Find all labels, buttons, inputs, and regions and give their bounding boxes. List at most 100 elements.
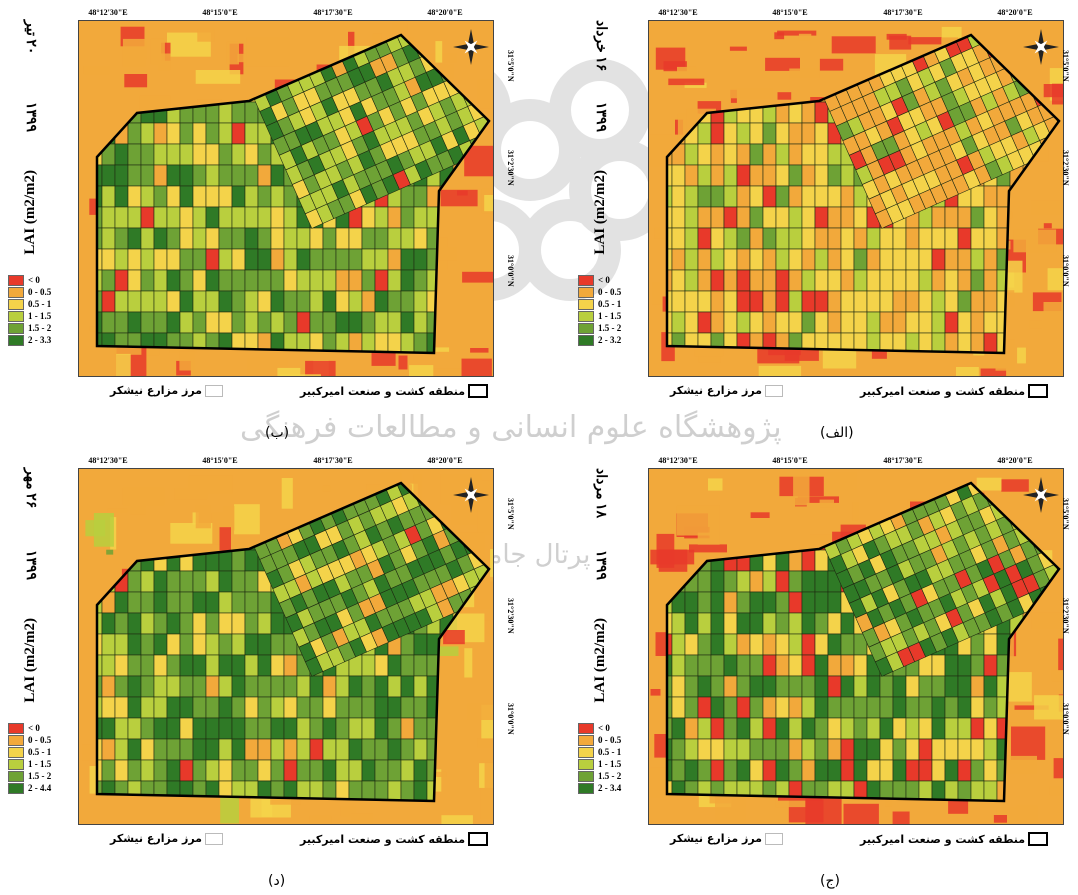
farm-field xyxy=(801,143,816,166)
farm-field xyxy=(931,248,946,271)
farm-field xyxy=(400,269,415,292)
farm-field xyxy=(723,269,738,292)
farm-field xyxy=(801,675,816,698)
farm-field xyxy=(736,738,751,761)
farm-field xyxy=(879,675,894,698)
legend-swatch xyxy=(578,722,594,734)
background-patch xyxy=(1031,200,1062,215)
legend-row: 1 - 1.5 xyxy=(578,758,621,770)
farm-field xyxy=(827,248,842,271)
farm-field xyxy=(801,738,816,761)
farm-field xyxy=(114,675,129,698)
legend-label: 1.5 - 2 xyxy=(28,323,52,333)
farm-field xyxy=(218,570,233,593)
farm-field xyxy=(270,269,285,292)
farm-field xyxy=(348,696,363,719)
farm-field xyxy=(400,696,415,719)
legend-row: 2 - 3.4 xyxy=(578,782,621,794)
farm-field xyxy=(697,311,712,334)
farm-field xyxy=(140,164,155,187)
farm-field xyxy=(218,143,233,166)
background-patch xyxy=(668,78,705,86)
lat-tick: 31°2'30"N xyxy=(506,150,515,186)
legend-row: 0 - 0.5 xyxy=(578,286,621,298)
background-patch xyxy=(650,549,695,565)
farm-field xyxy=(296,269,311,292)
farm-field xyxy=(153,164,168,187)
farm-field xyxy=(179,269,194,292)
farm-field xyxy=(853,290,868,313)
farm-field xyxy=(218,738,233,761)
farm-field xyxy=(957,311,972,334)
farm-field xyxy=(114,269,129,292)
farm-field xyxy=(749,759,764,782)
map-panel-alef: ۱۶ خرداد ۱۳۹۹ LAI (m2/m2) 48°12'30"E 48°… xyxy=(570,0,1078,447)
farm-field xyxy=(192,696,207,719)
farm-field xyxy=(827,738,842,761)
farm-field xyxy=(905,269,920,292)
background-patch xyxy=(202,822,234,824)
farm-field xyxy=(931,269,946,292)
farm-field xyxy=(944,759,959,782)
farm-field xyxy=(270,675,285,698)
farm-field xyxy=(179,633,194,656)
background-patch xyxy=(413,474,422,507)
farm-field xyxy=(749,311,764,334)
farm-field xyxy=(749,164,764,187)
farm-field xyxy=(866,675,881,698)
farm-field xyxy=(736,612,751,635)
farm-field xyxy=(101,164,116,187)
lat-tick: 31°5'0"N xyxy=(506,50,515,82)
legend-swatch xyxy=(578,758,594,770)
farm-field xyxy=(413,206,428,229)
farm-field xyxy=(710,164,725,187)
farm-field xyxy=(400,185,415,208)
farm-field xyxy=(400,311,415,334)
farm-field xyxy=(788,696,803,719)
farm-field xyxy=(101,633,116,656)
farm-field xyxy=(296,675,311,698)
legend-row: 0.5 - 1 xyxy=(578,298,621,310)
farm-field xyxy=(918,717,933,740)
farm-field xyxy=(153,206,168,229)
background-patch xyxy=(223,506,235,531)
farm-field xyxy=(413,696,428,719)
background-patch xyxy=(490,549,493,582)
farm-field xyxy=(827,143,842,166)
farm-field xyxy=(710,248,725,271)
background-patch xyxy=(852,502,859,521)
farm-field xyxy=(879,759,894,782)
farm-field xyxy=(231,612,246,635)
farm-field xyxy=(827,717,842,740)
farm-field xyxy=(361,227,376,250)
background-patch xyxy=(1058,638,1063,671)
background-patch xyxy=(464,648,473,678)
farm-field xyxy=(970,269,985,292)
farm-field xyxy=(231,696,246,719)
farm-field xyxy=(400,206,415,229)
panel-title: ۱۶ خرداد ۱۳۹۹ LAI (m2/m2) xyxy=(592,20,618,265)
lat-tick: 31°0'0"N xyxy=(506,255,515,287)
legend-farm-label: مرز مزارع نیشکر xyxy=(110,384,202,397)
farm-field xyxy=(762,269,777,292)
farm-field xyxy=(153,248,168,271)
farm-field xyxy=(179,717,194,740)
farm-field xyxy=(140,122,155,145)
background-patch xyxy=(1017,347,1026,364)
background-patch xyxy=(777,92,792,100)
farm-field xyxy=(153,654,168,677)
farm-field xyxy=(140,185,155,208)
farm-field xyxy=(127,717,142,740)
farm-field xyxy=(853,311,868,334)
farm-field xyxy=(231,290,246,313)
farm-field xyxy=(671,759,686,782)
background-patch xyxy=(676,505,720,536)
farm-field xyxy=(270,717,285,740)
legend-label: 1 - 1.5 xyxy=(598,759,622,769)
farm-field xyxy=(866,227,881,250)
farm-field xyxy=(788,164,803,187)
lon-tick: 48°12'30"E xyxy=(658,8,698,17)
farm-field xyxy=(723,164,738,187)
farm-field xyxy=(257,206,272,229)
legend-zone: منطقه کشت و صنعت امیرکبیر xyxy=(860,832,1049,846)
